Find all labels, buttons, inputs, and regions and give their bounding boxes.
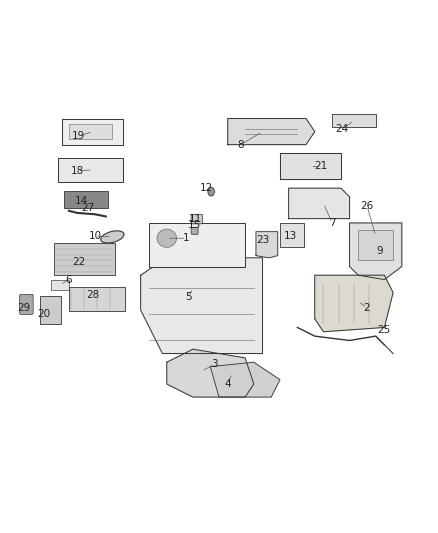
Ellipse shape <box>208 187 215 196</box>
FancyBboxPatch shape <box>40 296 60 324</box>
Polygon shape <box>315 275 393 332</box>
Ellipse shape <box>152 225 181 251</box>
Text: 19: 19 <box>72 131 85 141</box>
FancyBboxPatch shape <box>358 230 393 260</box>
Text: 10: 10 <box>88 231 102 241</box>
Polygon shape <box>141 258 262 353</box>
FancyBboxPatch shape <box>191 228 198 235</box>
FancyBboxPatch shape <box>69 124 113 140</box>
Text: 18: 18 <box>71 166 84 176</box>
FancyBboxPatch shape <box>280 223 304 247</box>
Text: 1: 1 <box>183 233 190 243</box>
Text: 6: 6 <box>66 274 72 285</box>
Text: 25: 25 <box>377 325 390 335</box>
Text: 27: 27 <box>81 203 94 213</box>
Text: 28: 28 <box>86 290 99 300</box>
Polygon shape <box>289 188 350 219</box>
Text: 13: 13 <box>284 231 297 241</box>
Text: 14: 14 <box>75 196 88 206</box>
Polygon shape <box>256 232 278 258</box>
Polygon shape <box>210 362 280 397</box>
Text: 15: 15 <box>188 220 201 230</box>
FancyBboxPatch shape <box>191 214 202 224</box>
Text: 29: 29 <box>18 303 31 313</box>
FancyBboxPatch shape <box>51 279 69 290</box>
Text: 26: 26 <box>360 200 374 211</box>
Text: 23: 23 <box>256 236 269 245</box>
Text: 21: 21 <box>314 161 328 172</box>
FancyBboxPatch shape <box>64 191 108 208</box>
FancyBboxPatch shape <box>20 294 33 314</box>
Polygon shape <box>167 349 254 397</box>
Polygon shape <box>228 118 315 144</box>
Text: 12: 12 <box>200 183 213 193</box>
FancyBboxPatch shape <box>332 114 376 127</box>
Text: 7: 7 <box>329 218 336 228</box>
Text: 24: 24 <box>335 124 348 134</box>
FancyBboxPatch shape <box>69 287 125 311</box>
Ellipse shape <box>101 231 124 243</box>
Text: 20: 20 <box>38 309 51 319</box>
Text: 2: 2 <box>364 303 370 313</box>
Text: 8: 8 <box>237 140 244 150</box>
Polygon shape <box>350 223 402 279</box>
Text: 4: 4 <box>224 379 231 389</box>
FancyBboxPatch shape <box>62 118 123 144</box>
Text: 3: 3 <box>212 359 218 369</box>
Ellipse shape <box>157 229 177 247</box>
Text: 11: 11 <box>188 214 201 224</box>
FancyBboxPatch shape <box>53 243 115 275</box>
Polygon shape <box>280 154 341 180</box>
Text: 22: 22 <box>72 257 85 267</box>
Text: 5: 5 <box>185 292 192 302</box>
Text: 9: 9 <box>377 246 383 256</box>
FancyBboxPatch shape <box>149 223 245 266</box>
FancyBboxPatch shape <box>58 158 123 182</box>
